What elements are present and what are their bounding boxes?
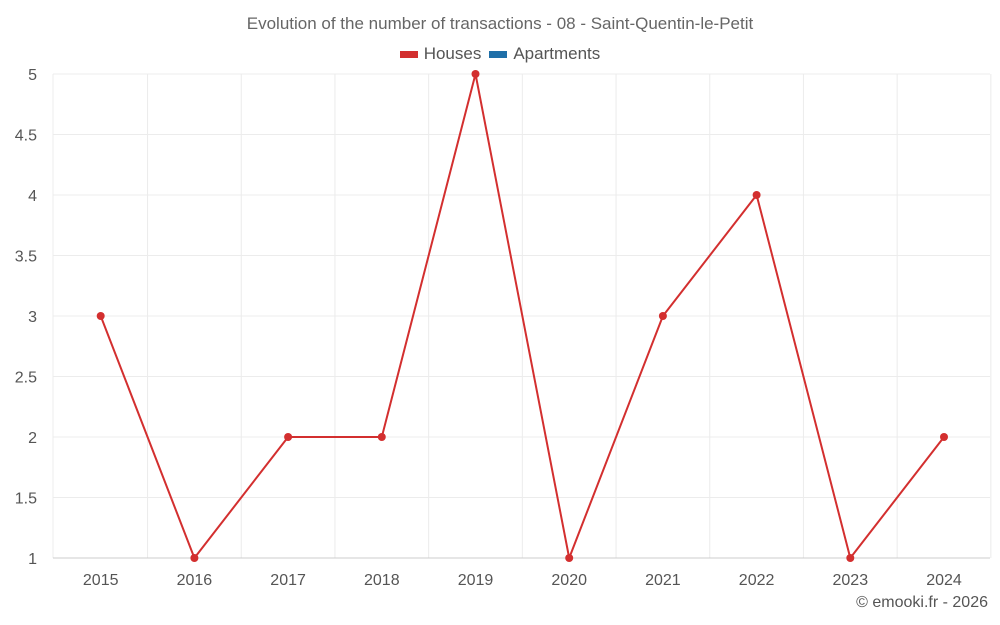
y-tick-label: 3 bbox=[28, 309, 37, 326]
x-tick-label: 2016 bbox=[177, 572, 213, 589]
y-tick-label: 4 bbox=[28, 188, 37, 205]
data-point[interactable] bbox=[471, 70, 480, 78]
legend-label-apartments: Apartments bbox=[513, 44, 601, 63]
legend: Houses Apartments bbox=[0, 44, 1000, 64]
credit-text: © emooki.fr - 2026 bbox=[856, 594, 988, 611]
y-tick-label: 1.5 bbox=[15, 491, 37, 508]
y-tick-label: 5 bbox=[28, 67, 37, 84]
data-point[interactable] bbox=[940, 433, 948, 441]
data-point[interactable] bbox=[846, 554, 855, 562]
legend-label-houses: Houses bbox=[423, 44, 482, 63]
data-point[interactable] bbox=[96, 312, 105, 320]
x-tick-label: 2018 bbox=[364, 572, 400, 589]
axes: 1 1.5 2 2.5 3 3.5 4 4.5 5 2015 2016 2017 2018 2019 202… bbox=[15, 67, 990, 589]
x-tick-label: 2017 bbox=[270, 572, 306, 589]
legend-item-houses[interactable]: Houses bbox=[399, 44, 482, 64]
series-line-houses bbox=[99, 73, 945, 559]
legend-item-apartments[interactable]: Apartments bbox=[489, 44, 600, 64]
series bbox=[96, 70, 948, 562]
data-point[interactable] bbox=[658, 312, 667, 320]
y-tick-label: 2.5 bbox=[15, 370, 37, 387]
x-tick-label: 2022 bbox=[739, 572, 775, 589]
x-tick-label: 2019 bbox=[458, 572, 494, 589]
data-point[interactable] bbox=[284, 433, 293, 441]
x-tick-label: 2024 bbox=[926, 572, 962, 589]
data-point[interactable] bbox=[377, 433, 386, 441]
y-tick-label: 4.5 bbox=[15, 128, 37, 145]
y-tick-label: 1 bbox=[28, 551, 37, 568]
data-point[interactable] bbox=[565, 554, 574, 562]
legend-swatch-houses bbox=[399, 50, 418, 58]
x-tick-label: 2021 bbox=[645, 572, 681, 589]
x-tick-label: 2023 bbox=[833, 572, 869, 589]
data-point[interactable] bbox=[752, 191, 761, 199]
data-point[interactable] bbox=[190, 554, 199, 562]
y-tick-label: 2 bbox=[28, 430, 37, 447]
x-tick-label: 2020 bbox=[551, 572, 587, 589]
y-tick-label: 3.5 bbox=[15, 249, 37, 266]
x-tick-label: 2015 bbox=[83, 572, 119, 589]
legend-swatch-apartments bbox=[489, 50, 508, 58]
chart-title: Evolution of the number of transactions … bbox=[246, 14, 754, 33]
